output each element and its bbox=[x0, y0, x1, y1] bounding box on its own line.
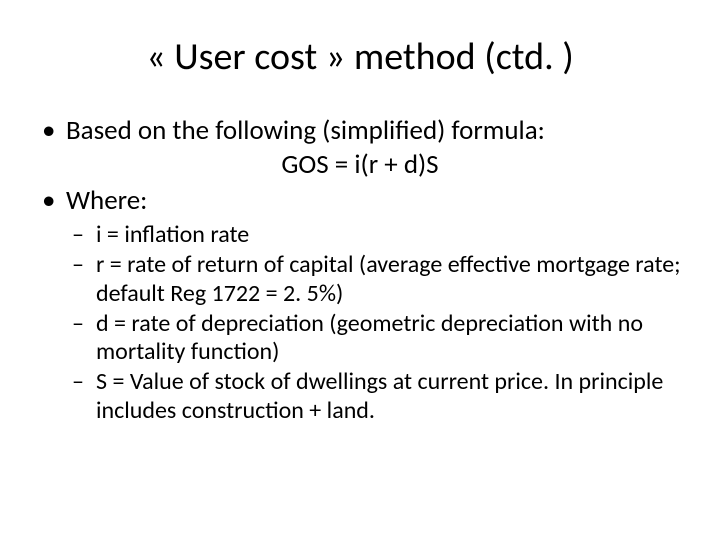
sub-bullet-item: S = Value of stock of dwellings at curre… bbox=[66, 368, 684, 426]
bullet-item: Where: i = inflation rate r = rate of re… bbox=[36, 184, 684, 426]
main-bullet-list: Based on the following (simplified) form… bbox=[36, 114, 684, 426]
sub-bullet-item: i = inflation rate bbox=[66, 221, 684, 250]
bullet-text: Where: bbox=[66, 184, 147, 217]
sub-bullet-list: i = inflation rate r = rate of return of… bbox=[66, 221, 684, 426]
sub-bullet-item: d = rate of depreciation (geometric depr… bbox=[66, 310, 684, 368]
slide-title: « User cost » method (ctd. ) bbox=[36, 34, 684, 80]
sub-bullet-item: r = rate of return of capital (average e… bbox=[66, 251, 684, 309]
bullet-text: Based on the following (simplified) form… bbox=[66, 114, 545, 147]
formula-text: GOS = i(r + d)S bbox=[36, 148, 684, 182]
bullet-item: Based on the following (simplified) form… bbox=[36, 114, 684, 182]
